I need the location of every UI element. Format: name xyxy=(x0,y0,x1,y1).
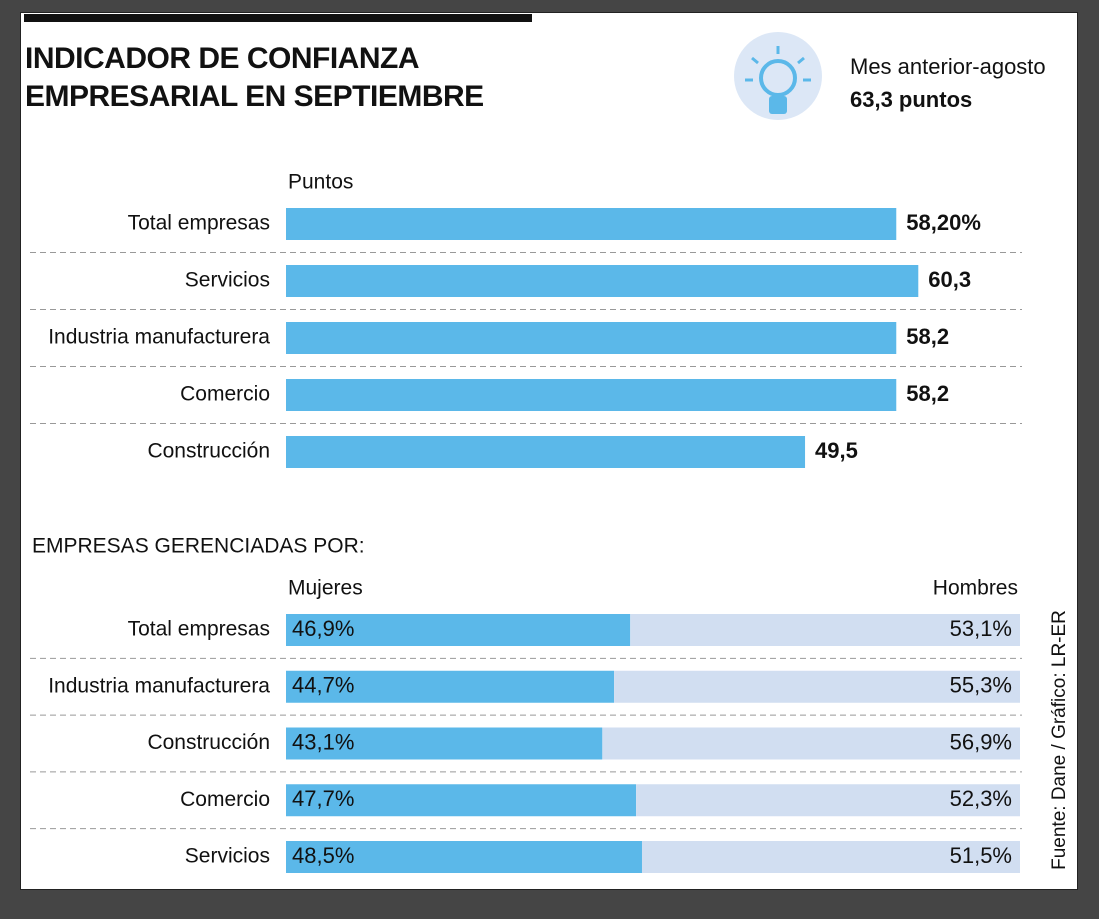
category-label: Industria manufacturera xyxy=(48,674,270,697)
annotation-value: 63,3 puntos xyxy=(850,87,972,112)
category-label: Construcción xyxy=(147,731,270,754)
value-label: 51,5% xyxy=(950,843,1012,868)
value-label: 52,3% xyxy=(950,786,1012,811)
category-label: Servicios xyxy=(185,269,270,292)
category-label: Total empresas xyxy=(128,212,270,235)
bar xyxy=(286,436,806,468)
bulb-icon xyxy=(734,32,822,120)
legend-label: Mujeres xyxy=(288,577,363,600)
value-label: 60,3 xyxy=(928,267,971,292)
value-label: 53,1% xyxy=(950,616,1012,641)
source: Fuente: Dane / Gráfico: LR-ER xyxy=(1049,610,1070,870)
bar-segment xyxy=(641,841,1020,873)
value-label: 58,2 xyxy=(906,381,949,406)
value-label: 56,9% xyxy=(950,729,1012,754)
value-label: 58,20% xyxy=(906,210,981,235)
value-label: 49,5 xyxy=(815,438,858,463)
value-label: 46,9% xyxy=(292,616,354,641)
bar xyxy=(286,322,897,354)
value-label: 43,1% xyxy=(292,729,354,754)
bar xyxy=(286,208,897,240)
bar-segment xyxy=(286,727,603,760)
category-label: Comercio xyxy=(180,383,270,406)
annotation-label: Mes anterior-agosto xyxy=(850,54,1046,79)
bar-segment xyxy=(602,727,1020,760)
bar xyxy=(286,265,919,297)
category-label: Servicios xyxy=(185,845,270,868)
chart-title: INDICADOR DE CONFIANZA EMPRESARIAL EN SE… xyxy=(25,42,484,113)
category-label: Construcción xyxy=(147,440,270,463)
category-label: Industria manufacturera xyxy=(48,326,270,349)
category-label: Comercio xyxy=(180,788,270,811)
bar-segment xyxy=(636,784,1020,817)
value-label: 55,3% xyxy=(950,673,1012,698)
axis-label: Puntos xyxy=(288,171,353,194)
value-label: 44,7% xyxy=(292,673,354,698)
top-rule xyxy=(24,14,532,22)
bar-segment xyxy=(630,614,1020,646)
value-label: 48,5% xyxy=(292,843,354,868)
bar-segment xyxy=(286,841,642,873)
value-label: 47,7% xyxy=(292,786,354,811)
category-label: Total empresas xyxy=(128,618,270,641)
bar-segment xyxy=(614,670,1020,703)
bar xyxy=(286,379,897,411)
chart-title: EMPRESAS GERENCIADAS POR: xyxy=(32,535,365,558)
legend-label: Hombres xyxy=(933,577,1018,600)
bar-segment xyxy=(286,614,631,646)
bar-segment xyxy=(286,784,637,817)
bar-segment xyxy=(286,670,615,703)
value-label: 58,2 xyxy=(906,324,949,349)
